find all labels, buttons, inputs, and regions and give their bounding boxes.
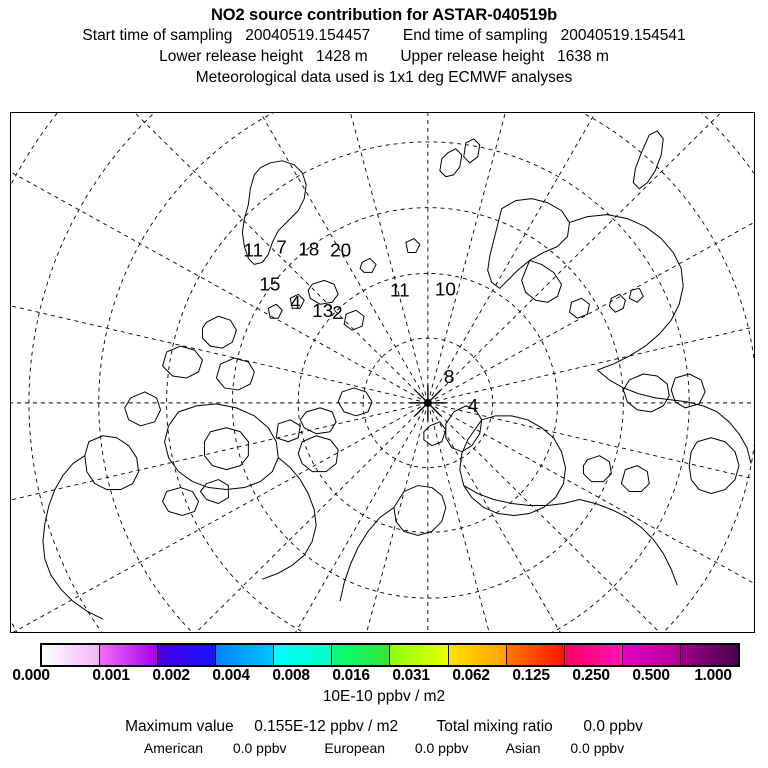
end-time-value: 20040519.154541	[560, 27, 686, 44]
colorbar-tick-labels: 0.000 0.001 0.002 0.004 0.008 0.016 0.03…	[0, 667, 768, 689]
trajectory-label: 4	[290, 293, 301, 314]
total-mixing-ratio-label: Total mixing ratio	[436, 718, 553, 735]
maximum-value: 0.155E-12 ppbv / m2	[254, 718, 399, 735]
european-value: 0.0 ppbv	[414, 740, 469, 756]
start-time-label: Start time of sampling	[82, 27, 233, 44]
trajectory-label: 8	[444, 367, 455, 388]
total-mixing-ratio-value: 0.0 ppbv	[583, 718, 643, 735]
lower-release-label: Lower release height	[159, 48, 304, 65]
footer-stats: Maximum value 0.155E-12 ppbv / m2 Total …	[0, 716, 768, 759]
header: NO2 source contribution for ASTAR-040519…	[0, 0, 768, 88]
colorbar-tick: 0.000	[12, 667, 50, 684]
colorbar-unit-label: 10E-10 ppbv / m2	[322, 688, 446, 705]
colorbar-segment	[680, 645, 738, 665]
maximum-value-label: Maximum value	[125, 718, 234, 735]
trajectory-label: 4	[468, 396, 479, 417]
upper-release-label: Upper release height	[400, 48, 545, 65]
colorbar-tick: 0.500	[632, 667, 670, 684]
sampling-time-row: Start time of sampling 20040519.154457 E…	[0, 25, 768, 46]
colorbar-panel: 0.000 0.001 0.002 0.004 0.008 0.016 0.03…	[0, 643, 768, 705]
colorbar-segment	[158, 645, 217, 665]
trajectory-label: 7	[276, 237, 287, 258]
colorbar-tick: 1.000	[694, 667, 732, 684]
colorbar-tick: 0.062	[452, 667, 490, 684]
colorbar-tick: 0.004	[212, 667, 250, 684]
colorbar-segment	[564, 645, 623, 665]
lower-release-value: 1428 m	[315, 48, 368, 65]
release-height-row: Lower release height 1428 m Upper releas…	[0, 46, 768, 67]
colorbar-segment	[100, 645, 159, 665]
trajectory-label: 11	[390, 280, 410, 301]
colorbar-tick: 0.001	[92, 667, 130, 684]
asian-value: 0.0 ppbv	[570, 740, 625, 756]
colorbar-tick: 0.002	[152, 667, 190, 684]
stats-primary-row: Maximum value 0.155E-12 ppbv / m2 Total …	[0, 716, 768, 738]
colorbar-tick: 0.250	[572, 667, 610, 684]
colorbar-segment	[216, 645, 275, 665]
graticule-meridians	[11, 113, 754, 632]
american-label: American	[143, 740, 204, 756]
american-value: 0.0 ppbv	[232, 740, 287, 756]
colorbar-segment	[448, 645, 507, 665]
trajectory-label: 10	[435, 279, 456, 300]
colorbar-segment	[390, 645, 449, 665]
colorbar-tick: 0.125	[512, 667, 550, 684]
coastlines	[42, 130, 752, 620]
trajectory-label: 18	[298, 239, 319, 260]
colorbar-tick: 0.008	[272, 667, 310, 684]
met-data-line: Meteorological data used is 1x1 deg ECMW…	[195, 69, 573, 86]
page-title: NO2 source contribution for ASTAR-040519…	[210, 6, 558, 24]
trajectory-label: 11	[243, 240, 263, 261]
trajectory-label: 20	[330, 240, 351, 261]
trajectory-label: 13	[312, 301, 333, 322]
polar-stereographic-map: 11 7 18 20 15 11 10 4 13 2 8 4	[11, 113, 754, 632]
trajectory-label: 15	[259, 274, 280, 295]
colorbar-segment	[622, 645, 681, 665]
colorbar-segment	[332, 645, 391, 665]
european-label: European	[324, 740, 386, 756]
colorbar-segment	[274, 645, 333, 665]
end-time-label: End time of sampling	[402, 27, 548, 44]
start-time-value: 20040519.154457	[245, 27, 371, 44]
colorbar-segment	[506, 645, 565, 665]
colorbar	[40, 643, 740, 667]
trajectory-day-labels: 11 7 18 20 15 11 10 4 13 2 8 4	[243, 237, 478, 416]
upper-release-value: 1638 m	[557, 48, 609, 65]
asian-label: Asian	[505, 740, 541, 756]
trajectory-label: 2	[332, 303, 343, 324]
stats-regional-row: American 0.0 ppbv European 0.0 ppbv Asia…	[0, 738, 768, 759]
star-marker	[409, 384, 446, 421]
colorbar-tick: 0.016	[332, 667, 370, 684]
colorbar-tick: 0.031	[392, 667, 430, 684]
map-panel: 11 7 18 20 15 11 10 4 13 2 8 4	[10, 112, 755, 633]
graticule-latitude-circles	[11, 113, 754, 632]
colorbar-segment	[42, 645, 101, 665]
